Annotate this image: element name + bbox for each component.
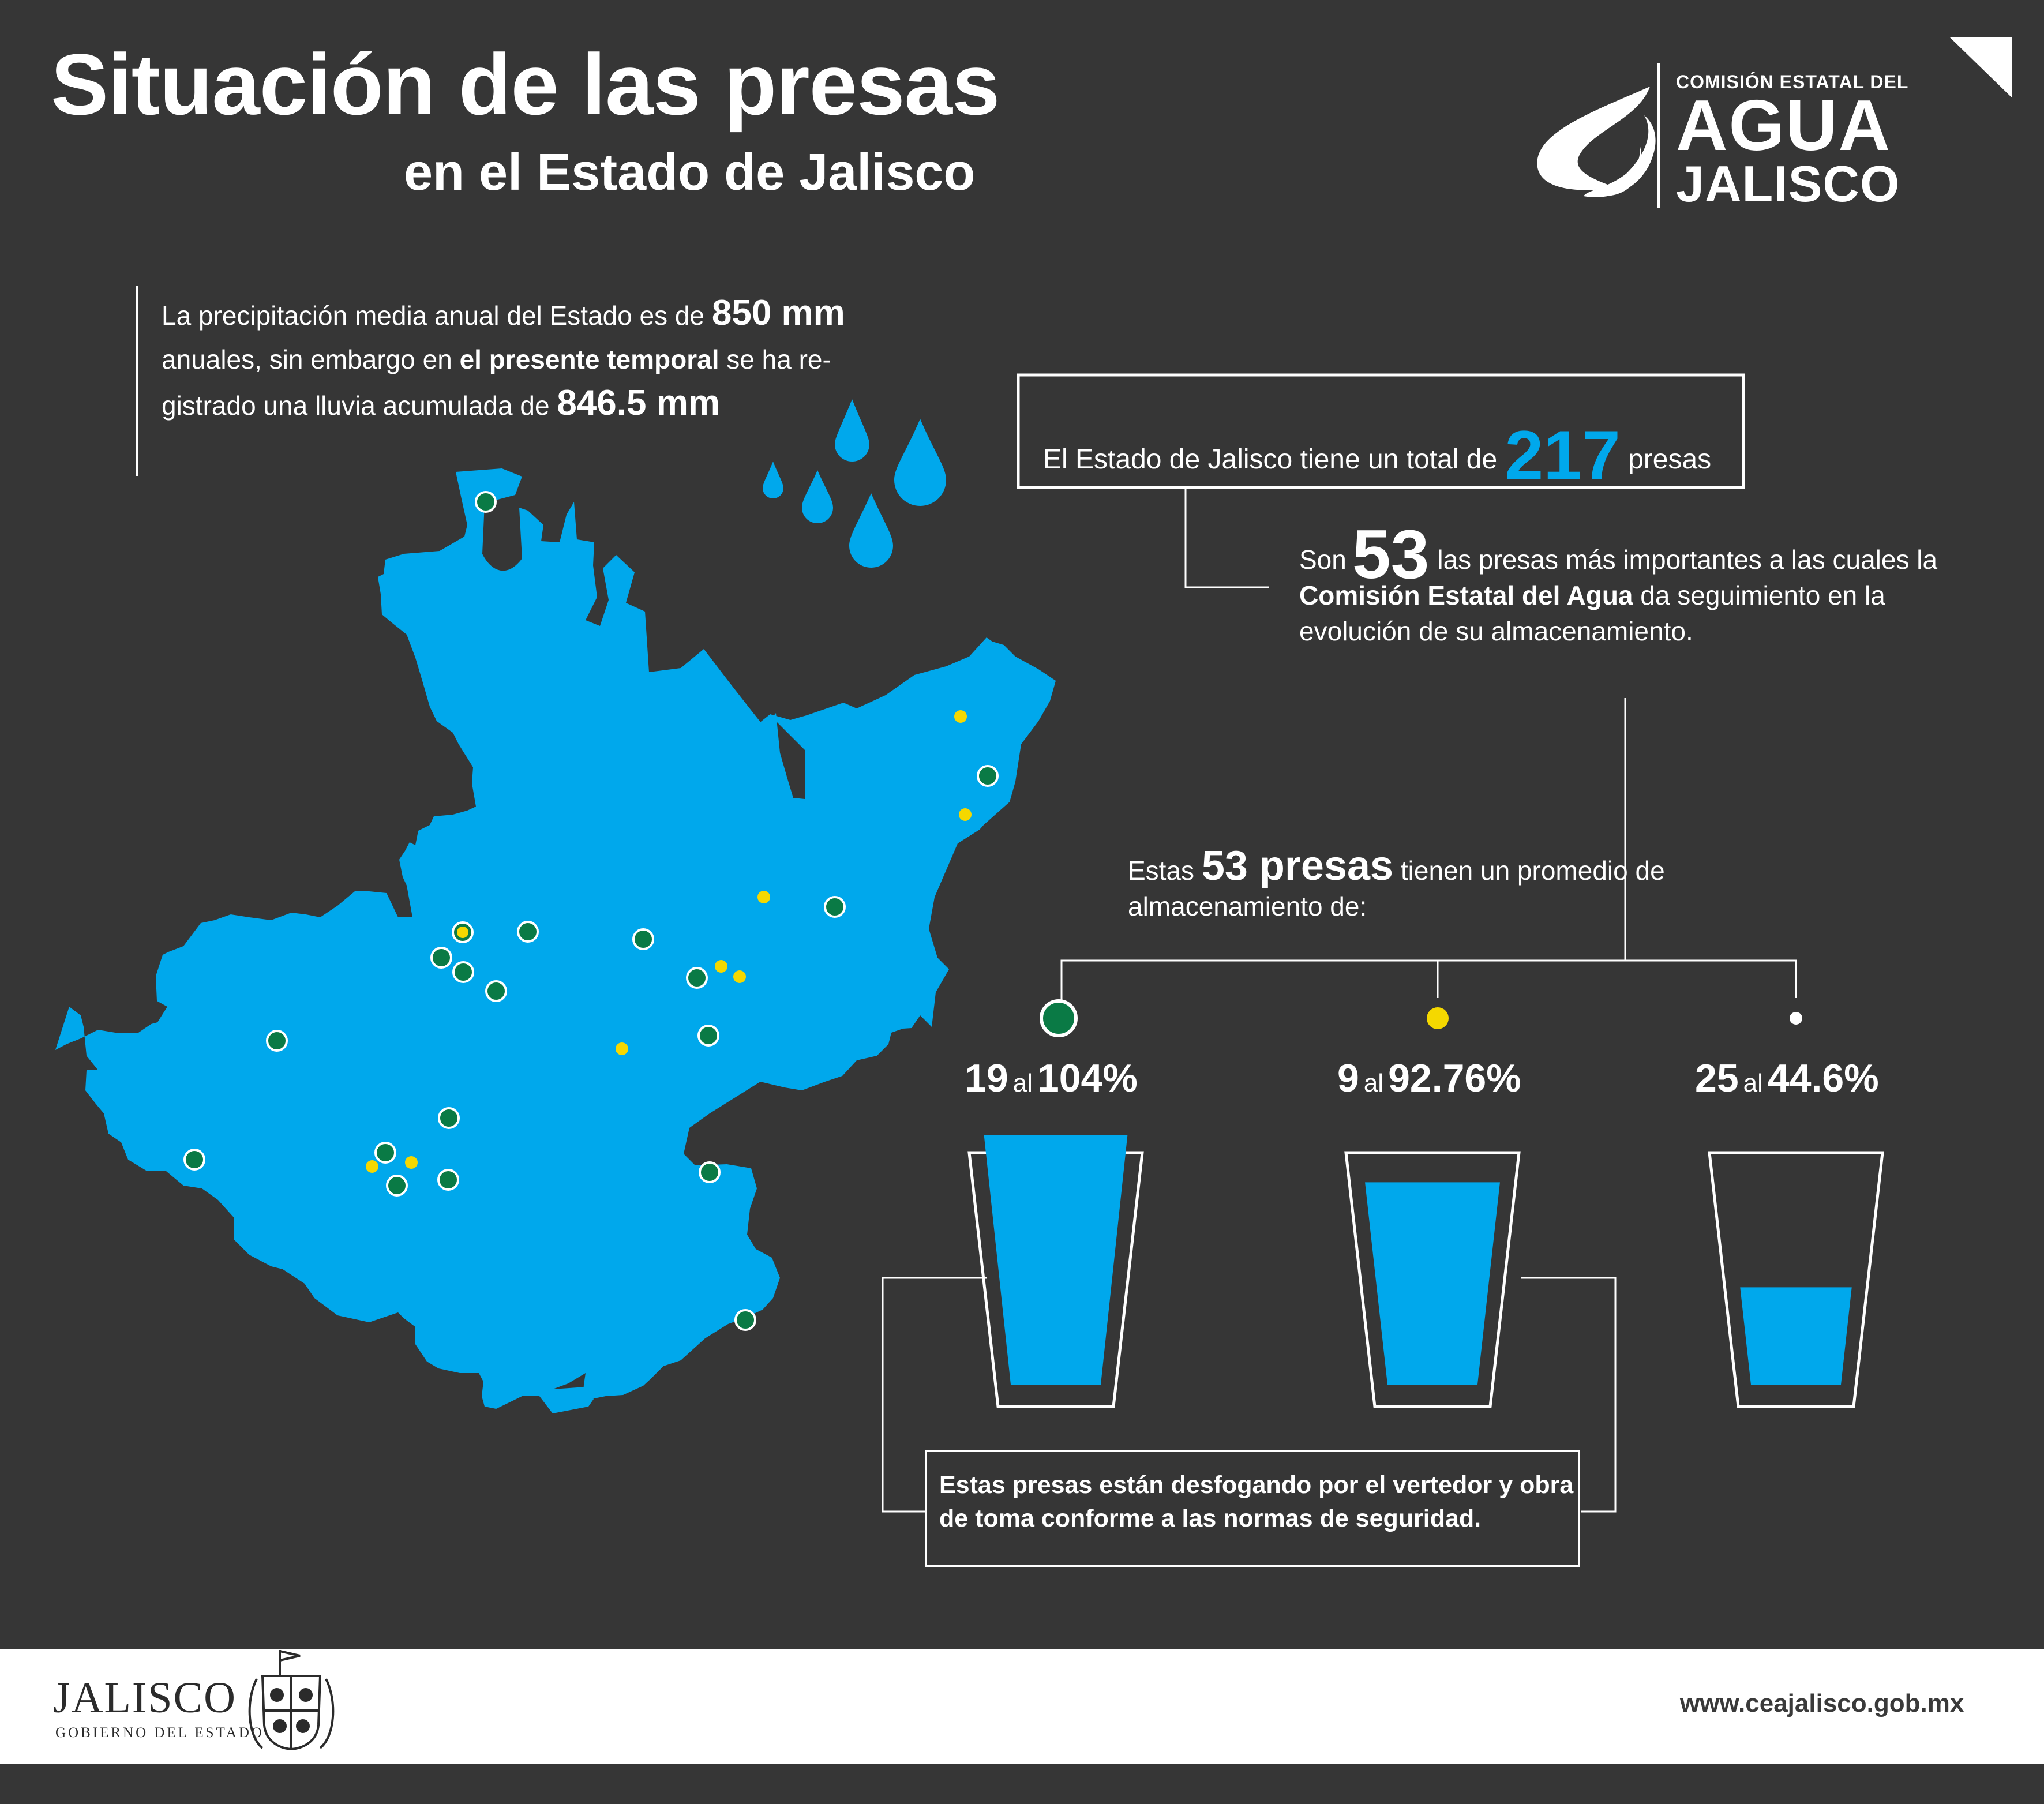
website-link[interactable]: www.ceajalisco.gob.mx xyxy=(1680,1689,1964,1717)
logo-line-commission: COMISIÓN ESTATAL DEL xyxy=(1676,72,1909,92)
precip-text-1: La precipitación media anual del Estado … xyxy=(162,301,712,331)
stat-connector: al xyxy=(1363,1069,1384,1097)
legend-dot-yellow xyxy=(1427,1007,1449,1029)
average-text: Estas 53 presas tienen un promedio de al… xyxy=(1128,845,1705,924)
storage-glasses xyxy=(967,1135,1884,1408)
important-text-2: da seguimiento en la evolución de su alm… xyxy=(1299,580,1885,646)
stat-group-white: 25 al 44.6% xyxy=(1695,1056,1879,1101)
coat-of-arms-icon xyxy=(248,1650,335,1751)
jalisco-state-map xyxy=(55,468,1056,1413)
page-subtitle: en el Estado de Jalisco xyxy=(404,144,976,201)
rain-drops-icon xyxy=(763,399,946,568)
footer-background xyxy=(0,1649,2044,1764)
page-title: Situación de las presas xyxy=(51,36,1000,133)
government-logo-name: JALISCO xyxy=(53,1674,237,1722)
glass-water-level xyxy=(984,1135,1128,1385)
total-text-before: El Estado de Jalisco tiene un total de xyxy=(1043,444,1505,475)
average-text-before: Estas xyxy=(1128,856,1202,886)
logo-line-agua: AGUA xyxy=(1676,86,1892,166)
glass-outline xyxy=(1708,1151,1884,1408)
dam-marker-yellow xyxy=(366,710,972,1173)
stat-count: 9 xyxy=(1337,1056,1359,1100)
legend-dot-green xyxy=(1040,999,1078,1037)
important-text-1: las presas más importantes a las cuales … xyxy=(1437,545,1938,575)
dam-markers xyxy=(183,491,999,1331)
stat-connector: al xyxy=(1743,1069,1763,1097)
total-dams-number: 217 xyxy=(1505,417,1621,494)
glass-water-level xyxy=(1365,1182,1500,1385)
average-highlight: 53 presas xyxy=(1201,843,1394,889)
precip-value-accumulated: 846.5 mm xyxy=(557,383,720,423)
stat-percent: 44.6% xyxy=(1767,1056,1879,1100)
note-box xyxy=(925,1450,1580,1567)
total-text-after: presas xyxy=(1620,444,1712,475)
logo-line-jalisco: JALISCO xyxy=(1676,155,1900,212)
safety-note: Estas presas están desfogando por el ver… xyxy=(939,1471,1574,1532)
precipitation-text: La precipitación media anual del Estado … xyxy=(162,291,912,427)
glass-outline xyxy=(1344,1151,1521,1408)
stat-count: 19 xyxy=(965,1056,1008,1100)
stat-percent: 92.76% xyxy=(1388,1056,1521,1100)
precip-highlight: el presente temporal xyxy=(459,344,719,374)
bottom-bar xyxy=(0,1764,2044,1804)
dam-marker-yellow-center xyxy=(457,927,468,938)
stat-count: 25 xyxy=(1695,1056,1739,1100)
important-highlight: Comisión Estatal del Agua xyxy=(1299,580,1633,610)
legend-dot-white xyxy=(1790,1012,1802,1025)
glass-water-level xyxy=(1740,1287,1852,1385)
average-text-after: tienen un promedio de almacenamiento de: xyxy=(1128,856,1665,921)
stat-percent: 104% xyxy=(1037,1056,1138,1100)
corner-fold-icon xyxy=(1950,37,2012,98)
stat-group-yellow: 9 al 92.76% xyxy=(1337,1056,1521,1101)
precip-value-annual: 850 mm xyxy=(711,293,845,333)
dam-marker-green xyxy=(183,491,999,1331)
total-dams-text: El Estado de Jalisco tiene un total de 2… xyxy=(1043,415,1711,495)
precip-text-3: se ha re-gistrado una lluvia acumulada d… xyxy=(162,344,831,421)
precip-text-2: anuales, sin embargo en xyxy=(162,344,460,374)
total-box xyxy=(1017,373,1745,489)
stat-group-green: 19 al 104% xyxy=(965,1056,1138,1101)
important-text-before: Son xyxy=(1299,545,1347,575)
government-logo-subtitle: GOBIERNO DEL ESTADO xyxy=(55,1725,264,1741)
important-dams-text: Son53 las presas más importantes a las cu… xyxy=(1299,520,1992,649)
stat-connector: al xyxy=(1012,1069,1033,1097)
connector-lines xyxy=(882,489,1797,1513)
water-flame-logo-icon xyxy=(1537,87,1656,197)
